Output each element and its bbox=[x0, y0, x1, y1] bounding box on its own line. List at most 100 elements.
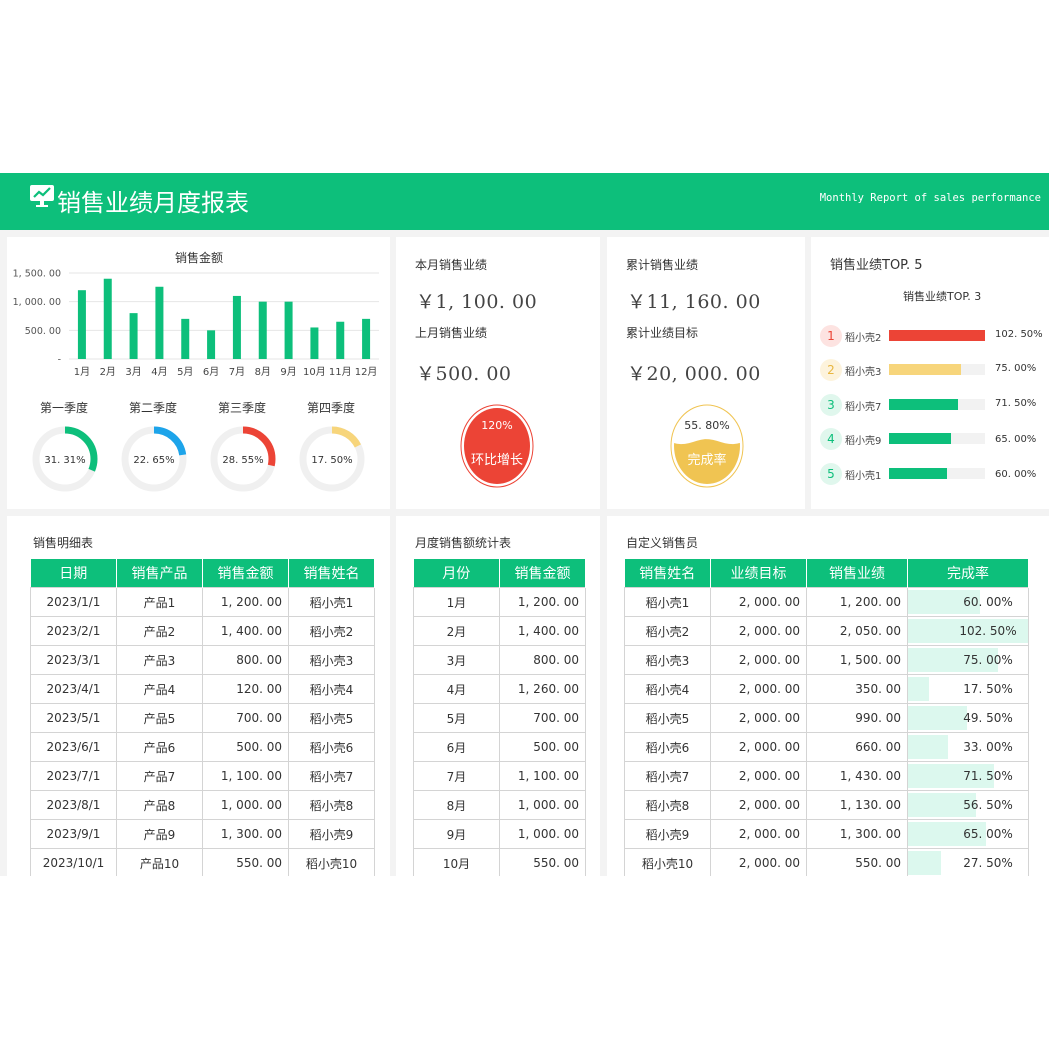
col-header-sales[interactable]: 销售业绩 bbox=[806, 559, 908, 588]
table-row[interactable]: 4月 1, 260. 00 bbox=[413, 674, 586, 704]
bar-3月[interactable] bbox=[129, 313, 138, 359]
table-row[interactable]: 2023/6/1 产品6 500. 00 稻小壳6 bbox=[30, 732, 375, 762]
chart-title: 销售金额 bbox=[175, 251, 224, 265]
bar-10月[interactable] bbox=[310, 327, 319, 359]
rate-databar bbox=[908, 619, 1028, 643]
col-header-month-amount[interactable]: 销售金额 bbox=[499, 559, 586, 588]
donut-arc bbox=[32, 426, 98, 492]
table-row[interactable]: 3月 800. 00 bbox=[413, 645, 586, 675]
top5-bar-fill bbox=[889, 364, 961, 375]
top5-title: 销售业绩TOP. 5 bbox=[830, 258, 923, 273]
table-row[interactable]: 稻小壳3 2, 000. 00 1, 500. 00 75. 00% bbox=[624, 645, 1029, 675]
bar-11月[interactable] bbox=[336, 321, 345, 359]
table-row[interactable]: 2023/1/1 产品1 1, 200. 00 稻小壳1 bbox=[30, 587, 375, 617]
cell-product: 产品3 bbox=[116, 645, 203, 675]
table-row[interactable]: 9月 1, 000. 00 bbox=[413, 819, 586, 849]
bar-1月[interactable] bbox=[77, 290, 86, 359]
cell-target: 2, 000. 00 bbox=[710, 703, 807, 733]
table-row[interactable]: 稻小壳2 2, 000. 00 2, 050. 00 102. 50% bbox=[624, 616, 1029, 646]
donut-arc bbox=[121, 426, 187, 492]
cell-month: 4月 bbox=[413, 674, 500, 704]
top5-item[interactable]: 3 稻小壳7 71. 50% bbox=[811, 394, 1049, 416]
bar-5月[interactable] bbox=[181, 318, 190, 359]
rate-text: 49. 50% bbox=[963, 711, 1013, 725]
table-row[interactable]: 2023/10/1 产品10 550. 00 稻小壳10 bbox=[30, 848, 375, 876]
table-row[interactable]: 2023/7/1 产品7 1, 100. 00 稻小壳7 bbox=[30, 761, 375, 791]
detail-table-panel: 销售明细表 日期 销售产品 销售金额 销售姓名 2023/1/1 产品1 1, 20… bbox=[7, 516, 390, 876]
table-row[interactable]: 稻小壳8 2, 000. 00 1, 130. 00 56. 50% bbox=[624, 790, 1029, 820]
cell-date: 2023/6/1 bbox=[30, 732, 117, 762]
top5-item[interactable]: 2 稻小壳3 75. 00% bbox=[811, 359, 1049, 381]
x-tick-label: 12月 bbox=[355, 366, 378, 378]
bar-4月[interactable] bbox=[155, 286, 164, 359]
top5-item[interactable]: 4 稻小壳9 65. 00% bbox=[811, 428, 1049, 450]
rate-databar bbox=[908, 735, 948, 759]
cell-amount: 800. 00 bbox=[499, 645, 586, 675]
cell-salesperson: 稻小壳6 bbox=[624, 732, 711, 762]
cell-amount: 1, 200. 00 bbox=[499, 587, 586, 617]
col-header-target[interactable]: 业绩目标 bbox=[710, 559, 807, 588]
table-row[interactable]: 7月 1, 100. 00 bbox=[413, 761, 586, 791]
table-row[interactable]: 2月 1, 400. 00 bbox=[413, 616, 586, 646]
cell-amount: 800. 00 bbox=[202, 645, 289, 675]
cell-month: 2月 bbox=[413, 616, 500, 646]
table-row[interactable]: 2023/2/1 产品2 1, 400. 00 稻小壳2 bbox=[30, 616, 375, 646]
col-header-salesperson[interactable]: 销售姓名 bbox=[624, 559, 711, 588]
col-header-name[interactable]: 销售姓名 bbox=[288, 559, 375, 588]
rate-databar bbox=[908, 764, 994, 788]
top5-item[interactable]: 1 稻小壳2 102. 50% bbox=[811, 325, 1049, 347]
cell-salesperson: 稻小壳5 bbox=[624, 703, 711, 733]
table-row[interactable]: 稻小壳4 2, 000. 00 350. 00 17. 50% bbox=[624, 674, 1029, 704]
top5-pct: 65. 00% bbox=[995, 434, 1037, 445]
cell-amount: 120. 00 bbox=[202, 674, 289, 704]
cell-rate: 102. 50% bbox=[907, 616, 1029, 646]
table-row[interactable]: 1月 1, 200. 00 bbox=[413, 587, 586, 617]
quarter-pct: 31. 31% bbox=[44, 455, 85, 466]
cell-salesperson: 稻小壳2 bbox=[624, 616, 711, 646]
table-row[interactable]: 稻小壳9 2, 000. 00 1, 300. 00 65. 00% bbox=[624, 819, 1029, 849]
rank-badge: 2 bbox=[820, 359, 842, 381]
table-row[interactable]: 8月 1, 000. 00 bbox=[413, 790, 586, 820]
completion-value: 55. 80% bbox=[684, 419, 729, 432]
cell-amount: 1, 100. 00 bbox=[499, 761, 586, 791]
cell-salesperson: 稻小壳1 bbox=[624, 587, 711, 617]
cell-rate: 27. 50% bbox=[907, 848, 1029, 876]
col-header-rate[interactable]: 完成率 bbox=[907, 559, 1029, 588]
table-row[interactable]: 稻小壳5 2, 000. 00 990. 00 49. 50% bbox=[624, 703, 1029, 733]
growth-label: 环比增长 bbox=[471, 453, 523, 468]
bar-9月[interactable] bbox=[284, 301, 293, 359]
table-row[interactable]: 稻小壳7 2, 000. 00 1, 430. 00 71. 50% bbox=[624, 761, 1029, 791]
top5-item[interactable]: 5 稻小壳1 60. 00% bbox=[811, 463, 1049, 485]
table-row[interactable]: 10月 550. 00 bbox=[413, 848, 586, 876]
cell-rate: 75. 00% bbox=[907, 645, 1029, 675]
col-header-product[interactable]: 销售产品 bbox=[116, 559, 203, 588]
table-row[interactable]: 2023/4/1 产品4 120. 00 稻小壳4 bbox=[30, 674, 375, 704]
cell-sales: 660. 00 bbox=[806, 732, 908, 762]
bar-6月[interactable] bbox=[207, 330, 216, 359]
quarter-label: 第四季度 bbox=[307, 401, 356, 415]
table-row[interactable]: 5月 700. 00 bbox=[413, 703, 586, 733]
col-header-month[interactable]: 月份 bbox=[413, 559, 500, 588]
bar-2月[interactable] bbox=[103, 278, 112, 359]
cell-salesperson: 稻小壳3 bbox=[624, 645, 711, 675]
table-row[interactable]: 2023/3/1 产品3 800. 00 稻小壳3 bbox=[30, 645, 375, 675]
cell-salesperson: 稻小壳10 bbox=[624, 848, 711, 876]
bar-8月[interactable] bbox=[258, 301, 267, 359]
bar-12月[interactable] bbox=[362, 318, 371, 359]
col-header-date[interactable]: 日期 bbox=[30, 559, 117, 588]
bar-7月[interactable] bbox=[232, 295, 241, 359]
rate-databar bbox=[908, 822, 986, 846]
table-row[interactable]: 稻小壳1 2, 000. 00 1, 200. 00 60. 00% bbox=[624, 587, 1029, 617]
top5-bar-track bbox=[889, 433, 985, 444]
y-tick-label: 500. 00 bbox=[25, 326, 61, 337]
table-row[interactable]: 6月 500. 00 bbox=[413, 732, 586, 762]
table-row[interactable]: 2023/8/1 产品8 1, 000. 00 稻小壳8 bbox=[30, 790, 375, 820]
table-row[interactable]: 2023/5/1 产品5 700. 00 稻小壳5 bbox=[30, 703, 375, 733]
top5-bar-track bbox=[889, 330, 985, 341]
table-row[interactable]: 2023/9/1 产品9 1, 300. 00 稻小壳9 bbox=[30, 819, 375, 849]
top5-bar-fill bbox=[889, 399, 958, 410]
table-row[interactable]: 稻小壳10 2, 000. 00 550. 00 27. 50% bbox=[624, 848, 1029, 876]
col-header-amount[interactable]: 销售金额 bbox=[202, 559, 289, 588]
rate-text: 60. 00% bbox=[963, 595, 1013, 609]
table-row[interactable]: 稻小壳6 2, 000. 00 660. 00 33. 00% bbox=[624, 732, 1029, 762]
